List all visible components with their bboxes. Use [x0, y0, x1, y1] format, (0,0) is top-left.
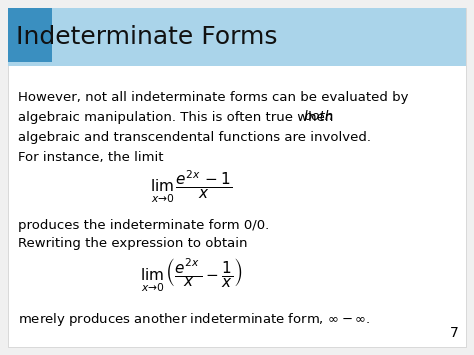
Text: 7: 7 [450, 326, 458, 340]
Text: Rewriting the expression to obtain: Rewriting the expression to obtain [18, 236, 247, 250]
Text: produces the indeterminate form 0/0.: produces the indeterminate form 0/0. [18, 218, 269, 231]
Text: $\lim_{x\to 0}\,\left(\dfrac{e^{2x}}{x} - \dfrac{1}{x}\right)$: $\lim_{x\to 0}\,\left(\dfrac{e^{2x}}{x} … [140, 256, 242, 294]
Text: $\lim_{x\to 0}\, \dfrac{e^{2x}-1}{x}$: $\lim_{x\to 0}\, \dfrac{e^{2x}-1}{x}$ [150, 169, 232, 206]
Text: Indeterminate Forms: Indeterminate Forms [16, 25, 277, 49]
Text: algebraic manipulation. This is often true when: algebraic manipulation. This is often tr… [18, 110, 337, 124]
Text: merely produces another indeterminate form, $\infty - \infty$.: merely produces another indeterminate fo… [18, 311, 371, 328]
Text: algebraic and transcendental functions are involved.: algebraic and transcendental functions a… [18, 131, 371, 143]
Bar [8, 8, 52, 62]
Bar [8, 8, 466, 66]
Text: For instance, the limit: For instance, the limit [18, 151, 164, 164]
Text: both: both [304, 110, 334, 124]
Text: However, not all indeterminate forms can be evaluated by: However, not all indeterminate forms can… [18, 91, 409, 104]
